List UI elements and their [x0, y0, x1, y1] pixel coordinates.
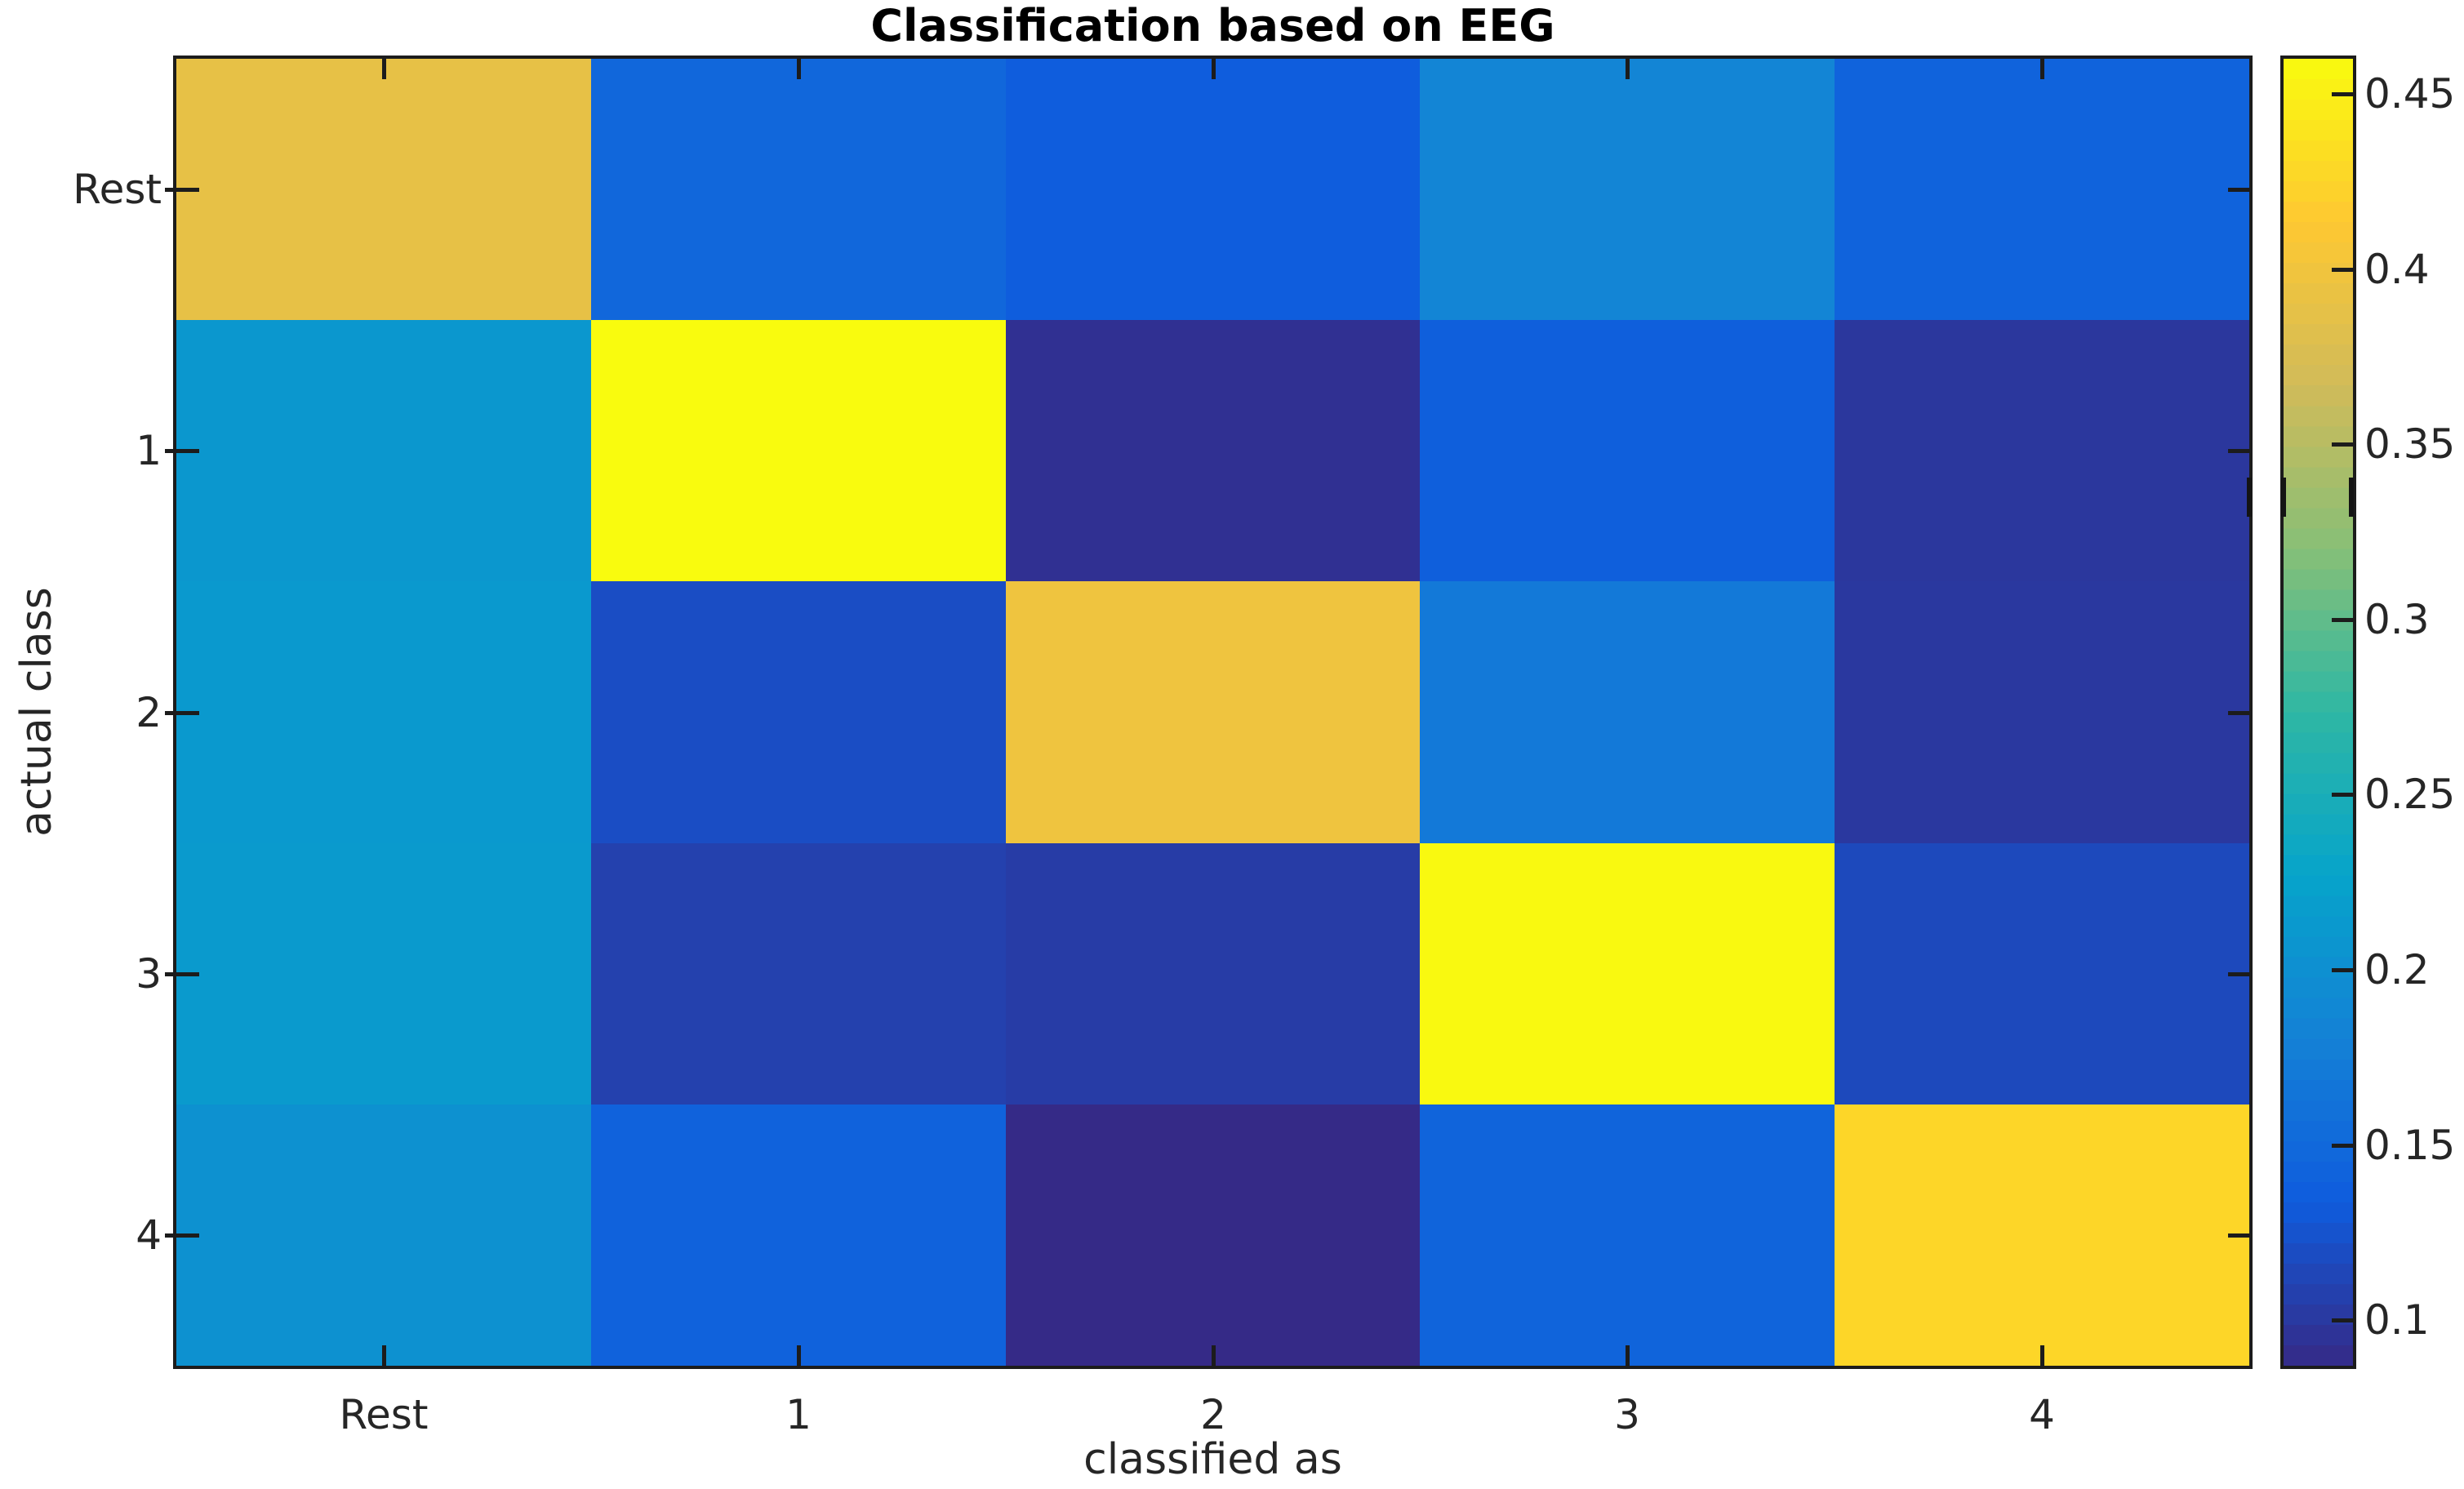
- x-axis-tick: [1212, 59, 1216, 79]
- colorbar-tick-label: 0.15: [2364, 1122, 2456, 1169]
- x-axis-tick: [382, 59, 386, 79]
- x-axis-top-tick: [1212, 1345, 1216, 1366]
- y-axis-tick: [165, 711, 199, 715]
- y-axis-right-tick: [2228, 972, 2249, 976]
- x-axis-top-tick: [382, 1345, 386, 1366]
- x-tick-label: 2: [1200, 1391, 1226, 1438]
- colorbar-tick: [2332, 618, 2353, 622]
- heatmap-cell: [1006, 320, 1420, 581]
- x-axis-tick: [1626, 59, 1630, 79]
- colorbar-tick-label: 0.35: [2364, 420, 2456, 468]
- edge-artifact-mark: [2281, 478, 2286, 517]
- x-axis-top-tick: [1626, 1345, 1630, 1366]
- colorbar: [2280, 56, 2356, 1369]
- heatmap-cell: [1006, 59, 1420, 320]
- y-axis-tick: [165, 449, 199, 453]
- y-axis-right-tick: [2228, 1233, 2249, 1238]
- y-axis-right-tick: [2228, 711, 2249, 715]
- y-tick-label: 4: [136, 1211, 162, 1259]
- x-tick-label: 3: [1614, 1391, 1640, 1438]
- colorbar-tick-label: 0.3: [2364, 596, 2430, 643]
- colorbar-tick: [2332, 1318, 2353, 1322]
- colorbar-tick: [2332, 442, 2353, 447]
- colorbar-tick: [2332, 1144, 2353, 1148]
- heatmap-cell: [1835, 320, 2249, 581]
- y-axis-right-tick: [2228, 188, 2249, 192]
- colorbar-tick: [2332, 793, 2353, 797]
- colorbar-tick-label: 0.45: [2364, 70, 2456, 118]
- y-axis-right-tick: [2228, 449, 2249, 453]
- heatmap-cell: [1420, 59, 1835, 320]
- y-axis-tick: [165, 188, 199, 192]
- chart-title: Classification based on EEG: [870, 0, 1555, 51]
- x-axis-label: classified as: [1083, 1435, 1342, 1484]
- x-axis-top-tick: [797, 1345, 801, 1366]
- colorbar-tick-label: 0.25: [2364, 771, 2456, 818]
- heatmap-cell: [591, 320, 1006, 581]
- x-tick-label: Rest: [339, 1391, 429, 1438]
- x-tick-label: 4: [2029, 1391, 2055, 1438]
- heatmap-cell: [1420, 320, 1835, 581]
- heatmap-cell: [176, 320, 591, 581]
- heatmap-cell: [1006, 581, 1420, 843]
- x-axis-top-tick: [2040, 1345, 2044, 1366]
- y-axis-tick: [165, 972, 199, 976]
- edge-artifact-mark: [2349, 478, 2354, 517]
- heatmap-cell: [176, 59, 591, 320]
- y-tick-label: Rest: [73, 166, 162, 213]
- y-tick-label: 3: [136, 950, 162, 998]
- x-tick-label: 1: [785, 1391, 812, 1438]
- heatmap-cell: [1420, 1105, 1835, 1366]
- y-tick-label: 1: [136, 427, 162, 474]
- heatmap-cell: [176, 843, 591, 1105]
- heatmap-plot-area: [173, 56, 2253, 1369]
- colorbar-tick-label: 0.2: [2364, 946, 2430, 993]
- heatmap-cell: [1006, 1105, 1420, 1366]
- y-axis-tick: [165, 1233, 199, 1238]
- heatmap-cell: [1835, 843, 2249, 1105]
- colorbar-tick-label: 0.1: [2364, 1296, 2430, 1344]
- colorbar-tick-label: 0.4: [2364, 246, 2430, 293]
- edge-artifact-mark: [2247, 478, 2252, 517]
- x-axis-tick: [797, 59, 801, 79]
- x-axis-tick: [2040, 59, 2044, 79]
- heatmap-cell: [1835, 59, 2249, 320]
- colorbar-tick: [2332, 268, 2353, 272]
- heatmap-cell: [176, 1105, 591, 1366]
- heatmap-cell: [591, 843, 1006, 1105]
- colorbar-tick: [2332, 968, 2353, 972]
- heatmap-cell: [1835, 1105, 2249, 1366]
- heatmap-cell: [591, 1105, 1006, 1366]
- heatmap-cell: [1420, 843, 1835, 1105]
- heatmap-cell: [1420, 581, 1835, 843]
- colorbar-tick: [2332, 92, 2353, 96]
- heatmap-cell: [591, 581, 1006, 843]
- heatmap-cell: [591, 59, 1006, 320]
- colorbar-gradient: [2284, 59, 2353, 1366]
- heatmap-cell: [176, 581, 591, 843]
- heatmap-cell: [1835, 581, 2249, 843]
- y-tick-label: 2: [136, 689, 162, 736]
- heatmap-cell: [1006, 843, 1420, 1105]
